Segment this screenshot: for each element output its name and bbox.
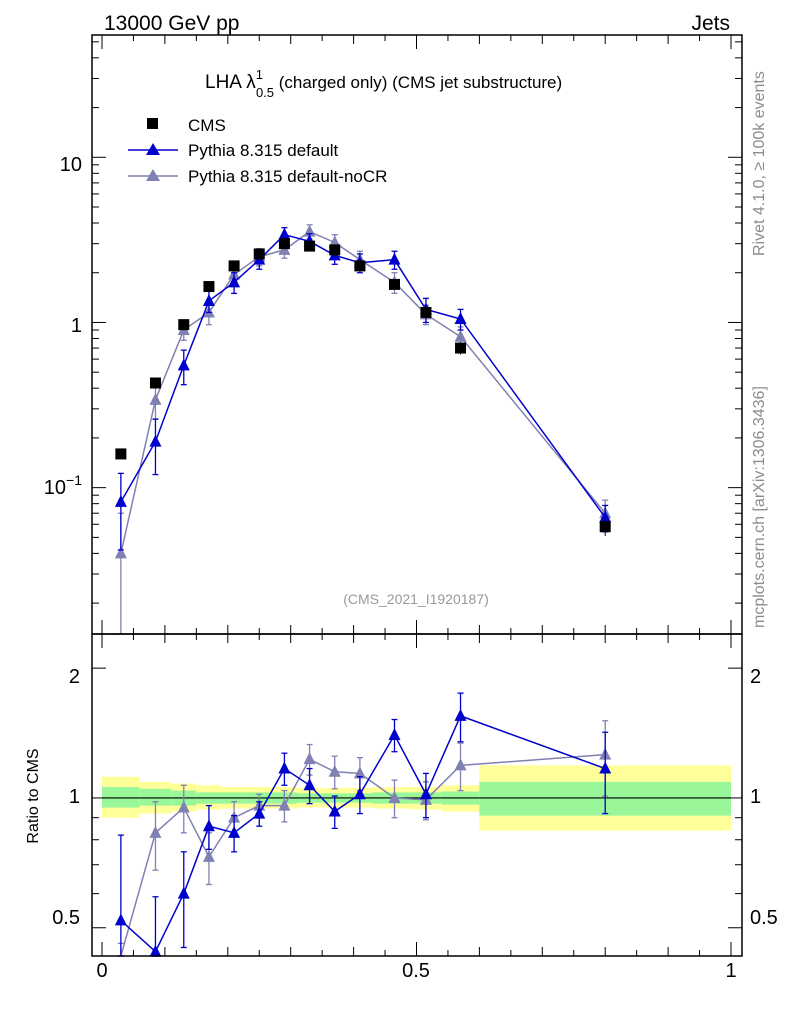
main-point (149, 392, 162, 405)
ratio-point (278, 761, 291, 774)
main-series-line (120, 233, 606, 518)
main-point (177, 358, 190, 371)
header-right: Jets (691, 12, 730, 35)
legend-marker-default (146, 143, 160, 155)
main-y-label-0.1: 10−1 (44, 472, 82, 499)
legend-label-default: Pythia 8.315 default (188, 141, 339, 160)
ratio-point (353, 766, 366, 779)
ratio-point (454, 708, 467, 721)
x-label-1: 1 (725, 960, 736, 982)
ratio-panel: 2 1 0.5 2 1 0.5 Ratio to CMS 0 0.5 1 (25, 633, 778, 982)
ratio-point (328, 804, 341, 817)
ratio-point (114, 913, 127, 926)
legend: CMS Pythia 8.315 default Pythia 8.315 de… (128, 116, 387, 186)
ratio-point (177, 886, 190, 899)
ratio-y-ticks (92, 634, 742, 956)
ratio-y-label-0.5-right: 0.5 (750, 907, 778, 929)
ratio-point (149, 944, 162, 957)
ratio-series-default (114, 692, 612, 957)
ratio-band-green (102, 787, 140, 808)
ratio-point (328, 764, 341, 777)
main-point (228, 275, 241, 288)
main-series-nocr (114, 224, 612, 635)
ratio-point (599, 761, 612, 774)
main-point (149, 434, 162, 447)
ratio-point (228, 825, 241, 838)
x-label-0.5: 0.5 (402, 960, 430, 982)
side-label-mcplots: mcplots.cern.ch [arXiv:1306.3436] (751, 386, 768, 628)
main-y-label-1: 1 (71, 315, 82, 337)
ratio-point (278, 798, 291, 811)
main-point (278, 227, 291, 240)
legend-marker-cms (147, 118, 158, 129)
legend-marker-nocr (146, 169, 160, 181)
x-label-0: 0 (96, 960, 107, 982)
main-point (388, 252, 401, 265)
main-series-line (120, 230, 606, 554)
main-point (202, 293, 215, 306)
main-y-ticks (92, 35, 742, 634)
legend-label-cms: CMS (188, 116, 226, 135)
ratio-point (454, 758, 467, 771)
ratio-point (303, 752, 316, 765)
ratio-axis-title: Ratio to CMS (25, 748, 42, 843)
ratio-y-label-2-right: 2 (750, 666, 761, 688)
ratio-band-green (139, 788, 172, 806)
ratio-point (177, 800, 190, 813)
ratio-point (202, 849, 215, 862)
main-point (454, 329, 467, 342)
main-series-cms (115, 238, 611, 536)
main-point (114, 546, 127, 559)
ratio-point (419, 787, 432, 800)
ratio-y-label-2: 2 (69, 666, 80, 688)
legend-label-nocr: Pythia 8.315 default-noCR (188, 167, 387, 186)
ratio-series-line (120, 714, 606, 953)
ratio-y-label-1: 1 (69, 786, 80, 808)
ratio-y-label-0.5: 0.5 (52, 907, 80, 929)
main-point (599, 510, 612, 523)
ratio-series-nocr (117, 720, 612, 957)
ratio-point (253, 806, 266, 819)
ratio-point (149, 825, 162, 838)
main-point (114, 494, 127, 507)
main-y-label-10: 10 (60, 154, 82, 176)
ratio-series-line (120, 753, 606, 957)
main-series-default (114, 227, 612, 551)
ratio-point (303, 778, 316, 791)
ratio-point (353, 787, 366, 800)
side-label-rivet: Rivet 4.1.0, ≥ 100k events (751, 71, 768, 256)
ratio-y-label-1-right: 1 (750, 786, 761, 808)
ratio-point (388, 790, 401, 803)
ratio-point (388, 727, 401, 740)
ratio-point (202, 819, 215, 832)
main-panel: 10 1 10−1 LHA λ1 0.5 (charged only) (CMS … (44, 34, 743, 635)
header-left: 13000 GeV pp (104, 12, 239, 35)
plot-title: LHA λ1 0.5 (charged only) (CMS jet substr… (205, 67, 562, 100)
analysis-id: (CMS_2021_I1920187) (343, 591, 489, 607)
main-point (454, 311, 467, 324)
